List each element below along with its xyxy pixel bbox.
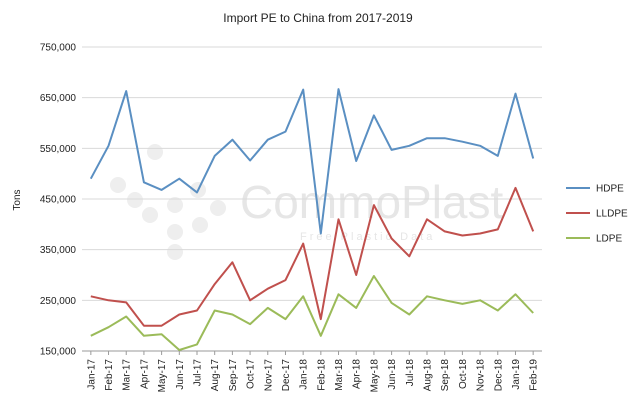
y-axis-ticks: 150,000 250,000 350,000 450,000 550,000 650,0…	[40, 43, 77, 358]
series-line-ldpe	[90, 275, 534, 351]
x-tick-label: Oct-18	[458, 359, 469, 389]
x-tick-label: Sep-17	[228, 359, 239, 392]
legend-label-lldpe: LLDPE	[596, 209, 628, 220]
y-tick-label: 750,000	[40, 43, 77, 54]
y-tick-label: 650,000	[40, 93, 77, 104]
legend: HDPE LLDPE LDPE	[566, 184, 628, 245]
x-tick-label: Sep-18	[440, 359, 451, 392]
series-lines	[89, 88, 535, 351]
legend-label-hdpe: HDPE	[596, 184, 624, 195]
x-tick-label: Nov-17	[263, 359, 274, 392]
x-tick-label: Mar-18	[334, 359, 345, 391]
watermark-text: CommoPlast	[240, 176, 504, 228]
legend-label-ldpe: LDPE	[596, 234, 622, 245]
x-axis: Jan-17 Feb-17 Mar-17 Apr-17 May-17 Jun-17 Jul-…	[82, 350, 542, 393]
x-tick-label: Jan-19	[511, 359, 522, 390]
y-tick-label: 550,000	[40, 144, 77, 155]
x-tick-label: Feb-19	[529, 359, 540, 391]
x-tick-label: Dec-18	[493, 359, 504, 392]
x-tick-label: Apr-18	[352, 359, 363, 389]
x-tick-label: Jul-17	[193, 359, 204, 387]
x-tick-label: Oct-17	[246, 359, 257, 389]
series-line-lldpe	[90, 186, 535, 327]
series-line-hdpe	[89, 88, 535, 235]
y-tick-label: 450,000	[40, 195, 77, 206]
watermark-logo: CommoPlast Free Plastic Data	[110, 144, 504, 260]
x-tick-label: Aug-18	[423, 359, 434, 392]
x-tick-label: Dec-17	[281, 359, 292, 392]
x-tick-label: Mar-17	[122, 359, 133, 391]
x-tick-label: Jan-18	[299, 359, 310, 390]
x-tick-label: Jan-17	[86, 359, 97, 390]
x-tick-label: Aug-17	[210, 359, 221, 392]
x-tick-label: Feb-17	[104, 359, 115, 391]
x-tick-label: Nov-18	[476, 359, 487, 392]
x-tick-label: Apr-17	[139, 359, 150, 389]
x-tick-label: May-17	[157, 359, 168, 393]
y-tick-label: 150,000	[40, 347, 77, 358]
x-tick-label: Jun-18	[387, 359, 398, 390]
x-tick-label: Jul-18	[405, 359, 416, 387]
y-tick-label: 350,000	[40, 245, 77, 256]
watermark-dots-icon	[110, 144, 226, 260]
chart-title: Import PE to China from 2017-2019	[223, 11, 413, 25]
y-tick-label: 250,000	[40, 296, 77, 307]
x-tick-label: Feb-18	[316, 359, 327, 391]
x-tick-label: Jun-17	[175, 359, 186, 390]
grid-lines	[82, 46, 542, 301]
y-axis-label: Tons	[12, 189, 23, 210]
x-tick-label: May-18	[369, 359, 380, 393]
